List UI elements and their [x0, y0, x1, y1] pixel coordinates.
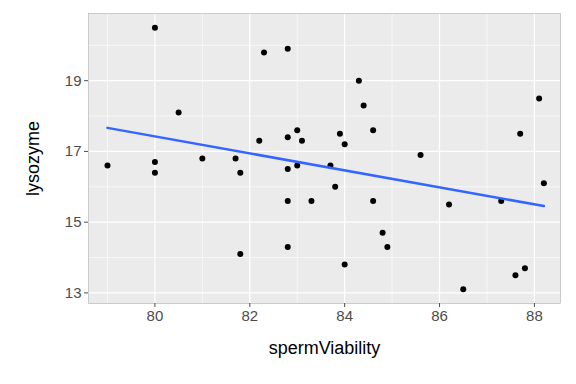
svg-text:86: 86 — [431, 307, 448, 324]
svg-text:15: 15 — [65, 213, 82, 230]
svg-text:88: 88 — [526, 307, 543, 324]
svg-text:80: 80 — [147, 307, 164, 324]
svg-text:13: 13 — [65, 284, 82, 301]
svg-text:17: 17 — [65, 142, 82, 159]
svg-text:82: 82 — [241, 307, 258, 324]
svg-text:84: 84 — [336, 307, 353, 324]
svg-text:spermViability: spermViability — [269, 338, 381, 358]
svg-text:lysozyme: lysozyme — [23, 121, 43, 196]
svg-text:19: 19 — [65, 71, 82, 88]
